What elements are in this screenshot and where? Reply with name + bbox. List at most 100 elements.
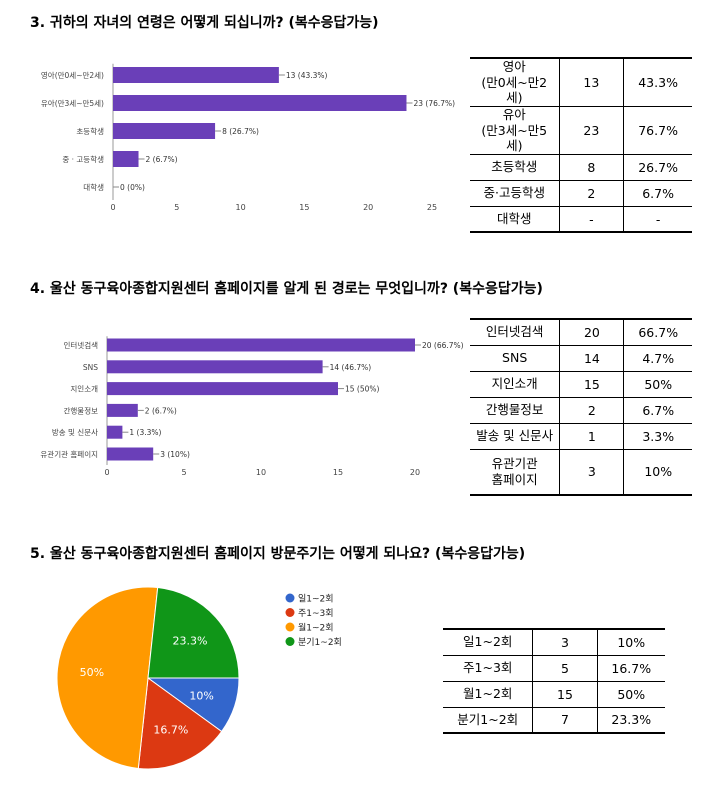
table-cell: 초등학생 <box>470 154 560 181</box>
table-row: 대학생 - - <box>470 206 692 234</box>
q4-table: 인터넷검색 20 66.7% SNS 14 4.7% 지인소개 15 50% 간행물정보 2 6.7%… <box>470 318 692 496</box>
table-cell: 유관기관 홈페이지 <box>470 449 561 496</box>
data-label: 20 (66.7%) <box>422 341 464 350</box>
x-tick-label: 5 <box>174 203 179 212</box>
legend-label: 주1~3회 <box>298 608 334 619</box>
bar <box>107 382 338 396</box>
table-row: 발송 및 신문사 1 3.3% <box>470 423 692 450</box>
category-label: 지인소개 <box>70 384 98 394</box>
data-label: 13 (43.3%) <box>286 71 328 80</box>
pie-slice <box>137 677 223 770</box>
category-label: 대학생 <box>83 182 104 192</box>
pie-slice <box>147 586 240 679</box>
bar <box>113 123 216 139</box>
category-label: 간행물정보 <box>64 405 99 415</box>
data-label: 15 (50%) <box>345 385 380 394</box>
x-tick-label: 15 <box>299 203 309 212</box>
x-tick-label: 10 <box>236 203 246 212</box>
table-cell: 대학생 <box>470 206 560 234</box>
table-cell: 66.7% <box>623 318 692 346</box>
bar <box>107 338 415 352</box>
table-row: 분기1~2회 7 23.3% <box>443 707 665 734</box>
table-cell: 2 <box>558 180 625 207</box>
x-tick-label: 15 <box>333 468 343 477</box>
table-row: 간행물정보 2 6.7% <box>470 397 692 424</box>
pie-slice-label: 50% <box>80 666 104 679</box>
table-cell: 16.7% <box>596 655 665 682</box>
table-cell: 3.3% <box>623 423 692 450</box>
table-row: 영아 (만0세~만2세) 13 43.3% <box>470 56 692 107</box>
data-label: 1 (3.3%) <box>129 428 161 437</box>
pie-slice-label: 16.7% <box>153 724 188 737</box>
table-row: 월1~2회 15 50% <box>443 681 665 708</box>
table-cell: - <box>558 206 625 234</box>
table-row: 유아 (만3세~만5세) 23 76.7% <box>470 106 692 155</box>
table-row: SNS 14 4.7% <box>470 345 692 372</box>
bar <box>107 447 154 461</box>
table-row: 중·고등학생 2 6.7% <box>470 180 692 207</box>
x-tick-label: 10 <box>256 468 266 477</box>
data-label: 23 (76.7%) <box>413 99 455 108</box>
category-label: 방송 및 신문사 <box>52 427 98 437</box>
table-cell: 50% <box>623 371 692 398</box>
table-cell: 1 <box>559 423 625 450</box>
table-cell: 지인소개 <box>470 371 561 398</box>
legend-label: 분기1~2회 <box>298 637 342 648</box>
bar <box>113 95 407 111</box>
table-row: 일1~2회 3 10% <box>443 628 665 656</box>
legend-label: 일1~2회 <box>298 594 334 605</box>
table-row: 지인소개 15 50% <box>470 371 692 398</box>
data-label: 14 (46.7%) <box>330 363 372 372</box>
table-row: 주1~3회 5 16.7% <box>443 655 665 682</box>
x-tick-label: 0 <box>104 468 109 477</box>
table-cell: 일1~2회 <box>443 628 534 656</box>
table-cell: 50% <box>596 681 665 708</box>
category-label: 인터넷검색 <box>64 340 99 350</box>
table-cell: SNS <box>470 345 561 372</box>
table-cell: 23 <box>558 106 625 155</box>
table-cell: 76.7% <box>623 106 692 155</box>
category-label: 중 · 고등학생 <box>62 154 104 164</box>
x-tick-label: 5 <box>181 468 186 477</box>
table-cell: 인터넷검색 <box>470 318 561 346</box>
bar <box>113 151 139 167</box>
table-row: 초등학생 8 26.7% <box>470 154 692 181</box>
bar <box>107 403 138 417</box>
category-label: 영아(만0세~만2세) <box>41 70 104 80</box>
pie-slice-label: 10% <box>189 689 213 702</box>
table-cell: 5 <box>532 655 598 682</box>
table-cell: 15 <box>559 371 625 398</box>
table-cell: 10% <box>596 628 665 656</box>
table-cell: 3 <box>559 449 625 496</box>
table-cell: 15 <box>532 681 598 708</box>
table-cell: 26.7% <box>623 154 692 181</box>
bar <box>107 425 123 439</box>
data-label: 2 (6.7%) <box>145 406 177 415</box>
table-cell: 주1~3회 <box>443 655 534 682</box>
table-cell: 3 <box>532 628 598 656</box>
pie-slice-label: 23.3% <box>172 634 207 647</box>
x-tick-label: 20 <box>410 468 420 477</box>
table-cell: 8 <box>558 154 625 181</box>
q5-title: 5. 울산 동구육아종합지원센터 홈페이지 방문주기는 어떻게 되나요? (복수… <box>30 546 526 562</box>
table-cell: 중·고등학생 <box>470 180 560 207</box>
data-label: 0 (0%) <box>120 183 145 192</box>
table-cell: 간행물정보 <box>470 397 561 424</box>
table-cell: 23.3% <box>596 707 665 734</box>
table-cell: 6.7% <box>623 180 692 207</box>
legend-swatch <box>285 608 295 617</box>
table-cell: 2 <box>559 397 625 424</box>
table-cell: 20 <box>559 318 625 346</box>
legend-swatch <box>285 637 295 646</box>
table-cell: 43.3% <box>623 56 692 107</box>
category-label: 유관기관 홈페이지 <box>40 449 98 459</box>
x-tick-label: 25 <box>427 203 437 212</box>
data-label: 2 (6.7%) <box>146 155 178 164</box>
table-row: 유관기관 홈페이지 3 10% <box>470 449 692 496</box>
table-cell: 13 <box>558 56 625 107</box>
table-cell: 발송 및 신문사 <box>470 423 561 450</box>
category-label: 초등학생 <box>76 126 104 136</box>
bar <box>107 360 323 374</box>
table-row: 인터넷검색 20 66.7% <box>470 318 692 346</box>
